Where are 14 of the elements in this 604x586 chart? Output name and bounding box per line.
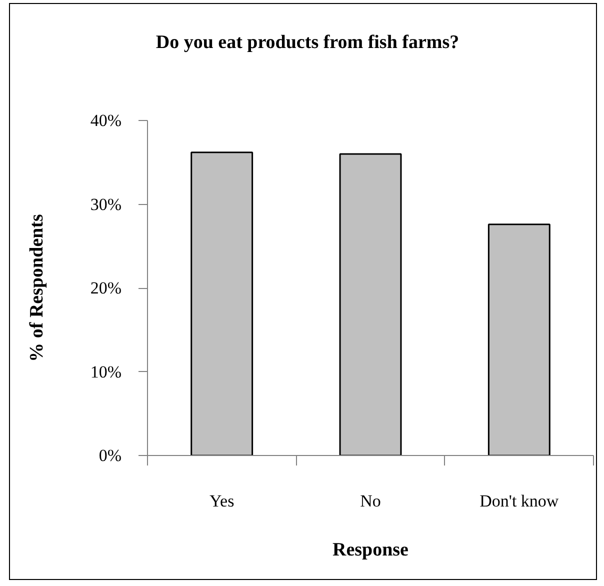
y-tick-label: 10% [90,362,122,382]
x-tick-label: No [360,492,381,510]
x-tick-label: Don't know [480,492,560,510]
y-tick-label: 30% [90,194,122,214]
x-axis-title: Response [332,540,409,560]
y-tick-label: 20% [90,278,122,298]
bar [339,153,402,456]
bar [488,224,550,456]
chart-title: Do you eat products from fish farms? [156,31,460,55]
y-axis-title: % of Respondents [26,214,48,362]
bar [190,152,254,456]
y-tick-label: 0% [98,446,122,465]
y-tick-label: 40% [90,111,122,130]
x-tick-label: Yes [209,492,234,510]
